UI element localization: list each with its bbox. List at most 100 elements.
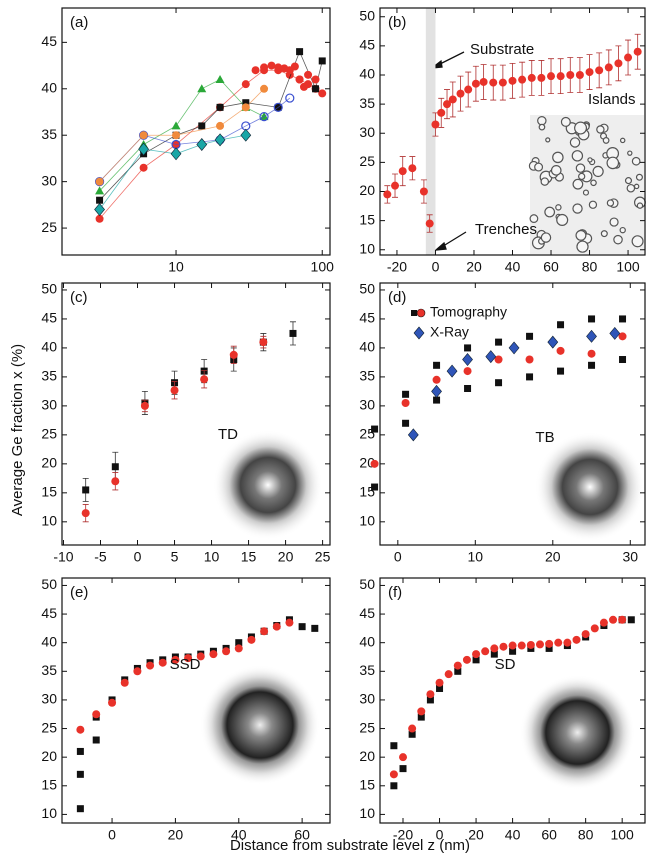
point — [242, 80, 250, 88]
point — [495, 339, 502, 346]
y-tick-label: 10 — [359, 240, 375, 256]
panel-label: (a) — [70, 14, 88, 31]
point — [619, 315, 626, 322]
x-tick-label: 0 — [394, 549, 402, 565]
y-tick-label: 25 — [41, 719, 57, 735]
point — [582, 630, 590, 638]
point — [82, 509, 90, 517]
point — [557, 321, 564, 328]
point — [399, 167, 407, 175]
point — [296, 48, 303, 55]
point — [432, 385, 442, 397]
point — [557, 368, 564, 375]
point — [215, 134, 225, 146]
point — [566, 71, 574, 79]
point — [454, 662, 462, 670]
point — [433, 362, 440, 369]
point — [490, 644, 498, 652]
point — [600, 619, 608, 627]
point — [526, 373, 533, 380]
x-tick-label: 20 — [168, 827, 184, 843]
point — [464, 86, 472, 94]
x-tick-label: 25 — [315, 549, 331, 565]
island-dot — [576, 164, 584, 172]
panel-label: (d) — [388, 289, 406, 306]
point — [96, 197, 103, 204]
point — [247, 636, 255, 644]
island-dot — [610, 218, 618, 226]
y-tick-label: 20 — [359, 748, 375, 764]
point — [222, 647, 230, 655]
point — [296, 76, 304, 84]
point — [557, 72, 565, 80]
island-dot — [593, 166, 603, 176]
x-tick-label: 100 — [610, 827, 634, 843]
y-tick-label: 40 — [359, 633, 375, 649]
x-tick-label: 10 — [468, 549, 484, 565]
y-tick-label: 40 — [41, 339, 57, 355]
y-tick-label: 15 — [41, 484, 57, 500]
island-dot — [614, 235, 622, 243]
point — [383, 190, 391, 198]
island-dot — [637, 203, 642, 208]
point — [573, 636, 581, 644]
island-dot — [576, 230, 586, 240]
y-tick-label: 20 — [41, 748, 57, 764]
panel-label: (e) — [70, 584, 88, 601]
island-dot — [572, 151, 582, 161]
y-tick-label: 15 — [359, 776, 375, 792]
point — [304, 71, 312, 79]
insets — [200, 115, 645, 790]
point — [605, 63, 613, 71]
point — [445, 670, 453, 678]
y-tick-label: 45 — [359, 37, 375, 53]
y-tick-label: 10 — [41, 805, 57, 821]
point — [77, 748, 84, 755]
point — [408, 164, 416, 172]
y-tick-label: 30 — [41, 691, 57, 707]
y-tick-label: 20 — [359, 182, 375, 198]
island-dot — [553, 152, 563, 162]
point — [457, 90, 465, 98]
point — [576, 71, 584, 79]
point — [159, 659, 167, 667]
island-dot — [541, 178, 548, 185]
point — [464, 344, 471, 351]
island-dot — [626, 178, 632, 184]
point — [260, 627, 268, 635]
point — [400, 765, 407, 772]
point — [634, 48, 642, 56]
point — [391, 182, 399, 190]
island-dot — [607, 200, 613, 206]
point — [595, 66, 603, 74]
point — [311, 625, 318, 632]
point — [433, 376, 441, 384]
point — [472, 650, 480, 658]
point — [235, 644, 243, 652]
point — [619, 356, 626, 363]
point — [463, 656, 471, 664]
point — [260, 85, 268, 93]
y-tick-label: 30 — [359, 691, 375, 707]
point — [402, 420, 409, 427]
x-tick-label: 0 — [108, 827, 116, 843]
point — [628, 616, 635, 623]
point — [268, 62, 276, 70]
island-dot — [546, 138, 550, 142]
y-tick-label: 50 — [359, 576, 375, 592]
x-tick-label: -10 — [53, 549, 73, 565]
point — [464, 385, 471, 392]
point — [319, 57, 326, 64]
point — [312, 85, 319, 92]
annotation: TB — [535, 429, 554, 446]
point — [408, 429, 418, 441]
point — [587, 330, 597, 342]
point — [609, 616, 617, 624]
point — [486, 351, 496, 363]
island-dot — [607, 157, 618, 168]
point — [588, 350, 596, 358]
y-tick-label: 35 — [359, 95, 375, 111]
point — [447, 365, 457, 377]
y-tick-label: 40 — [41, 79, 57, 95]
point — [171, 386, 179, 394]
